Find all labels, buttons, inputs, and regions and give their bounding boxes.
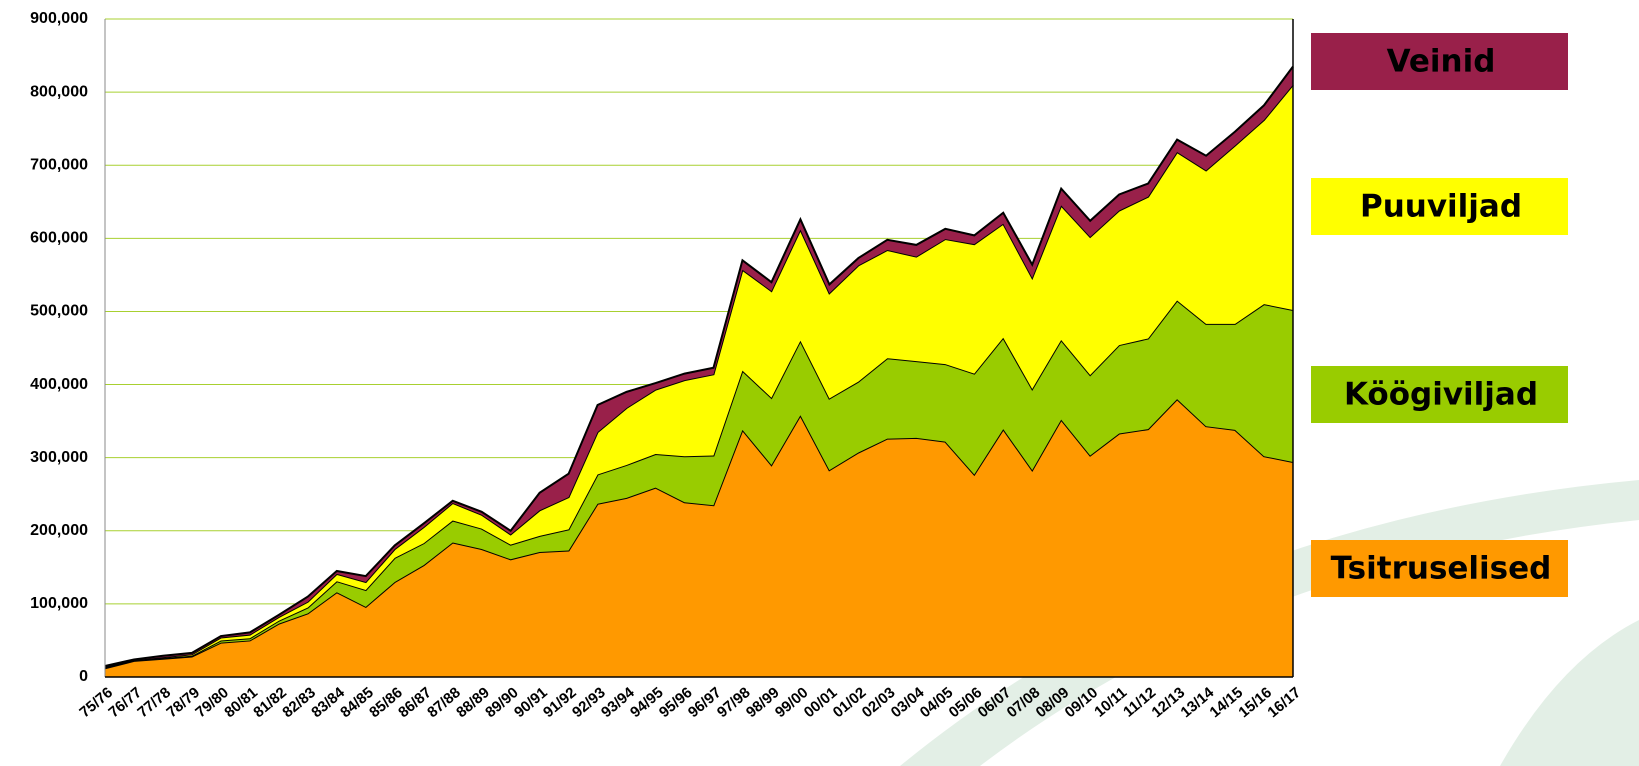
x-tick-label: 88/89	[453, 684, 493, 721]
x-tick-label: 96/97	[685, 684, 725, 721]
y-tick-label: 600,000	[30, 230, 88, 247]
legend-label: Puuviljad	[1360, 189, 1522, 225]
x-tick-label: 95/96	[656, 684, 696, 721]
x-tick-label: 97/98	[714, 684, 754, 721]
legend-swatch	[1311, 178, 1568, 235]
y-tick-label: 400,000	[30, 376, 88, 393]
x-tick-label: 14/15	[1206, 684, 1246, 721]
x-tick-label: 92/93	[569, 684, 609, 721]
y-tick-label: 300,000	[30, 449, 88, 466]
y-tick-label: 800,000	[30, 83, 88, 100]
x-tick-label: 89/90	[482, 684, 522, 721]
x-tick-label: 76/77	[105, 684, 145, 721]
x-tick-label: 94/95	[627, 684, 667, 721]
area-fill	[105, 300, 1293, 669]
legend-label: Tsitruselised	[1331, 551, 1552, 587]
x-tick-label: 01/02	[830, 684, 870, 721]
x-tick-label: 84/85	[337, 684, 377, 721]
x-tick-label: 98/99	[743, 684, 783, 721]
y-tick-label: 700,000	[30, 156, 88, 173]
x-tick-label: 04/05	[917, 684, 957, 721]
x-tick-label: 77/78	[134, 684, 174, 721]
y-tick-label: 0	[79, 668, 88, 685]
legend-label: Köögiviljad	[1344, 377, 1538, 413]
legend-swatch	[1311, 366, 1568, 423]
x-tick-label: 02/03	[859, 684, 899, 721]
x-tick-label: 79/80	[192, 684, 232, 721]
legend-label: Veinid	[1387, 44, 1496, 80]
y-tick-label: 200,000	[30, 522, 88, 539]
background-decoration	[900, 480, 1639, 766]
x-tick-label: 90/91	[511, 684, 551, 721]
legend-swatch	[1311, 33, 1568, 90]
area-fill	[105, 84, 1293, 668]
area-fill	[105, 399, 1293, 677]
y-tick-label: 100,000	[30, 595, 88, 612]
x-tick-label: 82/83	[279, 684, 319, 721]
x-tick-label: 15/16	[1235, 684, 1275, 721]
y-tick-label: 900,000	[30, 10, 88, 27]
x-tick-label: 75/76	[76, 684, 116, 721]
x-tick-label: 81/82	[250, 684, 290, 721]
x-tick-label: 00/01	[801, 684, 841, 721]
x-tick-label: 87/88	[424, 684, 464, 721]
area-line	[104, 65, 1294, 668]
x-tick-label: 99/00	[772, 684, 812, 721]
x-tick-label: 91/92	[540, 684, 580, 721]
x-tick-label: 86/87	[395, 684, 435, 721]
x-tick-label: 10/11	[1091, 684, 1130, 721]
plot-area: 0 100,000 200,000 300,000 400,000 500,000 600,…	[30, 10, 1304, 721]
x-tick-label: 80/81	[221, 684, 261, 721]
x-tick-label: 12/13	[1149, 684, 1189, 721]
legend: Veinid Puuviljad Köögiviljad Tsitruselised	[1311, 33, 1568, 597]
legend-swatch	[1311, 540, 1568, 597]
x-tick-label: 78/79	[163, 684, 203, 721]
x-tick-label: 16/17	[1264, 684, 1304, 721]
x-tick-label: 85/86	[366, 684, 406, 721]
y-tick-label: 500,000	[30, 303, 88, 320]
